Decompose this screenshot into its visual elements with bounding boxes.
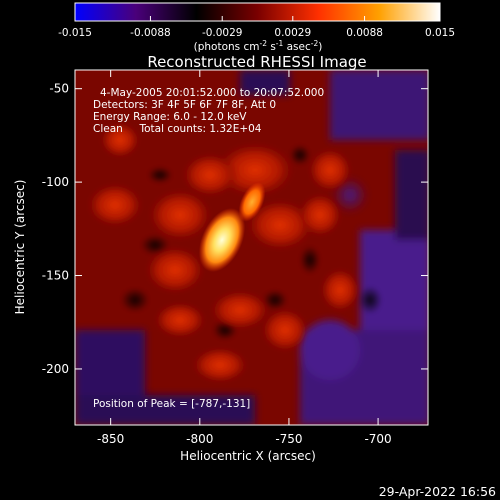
x-tick-label: -750 — [275, 432, 302, 446]
x-tick-label: -700 — [364, 432, 391, 446]
y-axis: -50 -100 -150 -200 — [42, 82, 428, 376]
x-tick-label: -800 — [186, 432, 213, 446]
annotation-time: 4-May-2005 20:01:52.000 to 20:07:52.000 — [100, 87, 324, 99]
plot-frame — [74, 69, 429, 426]
x-tick-label: -850 — [97, 432, 124, 446]
colorbar-tick-label: 0.0029 — [274, 27, 311, 39]
annotation-clean: Clean Total counts: 1.32E+04 — [93, 123, 262, 135]
peak-position-label: Position of Peak = [-787,-131] — [93, 398, 250, 410]
footer-timestamp: 29-Apr-2022 16:56 — [379, 484, 496, 499]
y-tick-label: -100 — [42, 175, 69, 189]
annotation-energy: Energy Range: 6.0 - 12.0 keV — [93, 111, 247, 123]
plot-title: Reconstructed RHESSI Image — [147, 53, 366, 71]
colorbar-tick-label: -0.0088 — [130, 27, 171, 39]
annotation-block: 4-May-2005 20:01:52.000 to 20:07:52.000 … — [93, 87, 324, 135]
colorbar-tick-label: -0.0029 — [202, 27, 243, 39]
x-axis: -850 -800 -750 -700 — [97, 70, 392, 446]
colorbar-ticks: -0.015 -0.0088 -0.0029 0.0029 0.0088 0.015 — [58, 16, 455, 39]
x-axis-label: Heliocentric X (arcsec) — [180, 449, 316, 463]
y-tick-label: -150 — [42, 269, 69, 283]
heatmap-image — [75, 70, 428, 425]
colorbar-gradient — [74, 2, 441, 22]
y-axis-label: Heliocentric Y (arcsec) — [13, 180, 27, 315]
colorbar-tick-label: -0.015 — [58, 27, 92, 39]
annotation-detectors: Detectors: 3F 4F 5F 6F 7F 8F, Att 0 — [93, 99, 276, 111]
colorbar-tick-label: 0.015 — [425, 27, 455, 39]
colorbar-tick-label: 0.0088 — [346, 27, 383, 39]
y-tick-label: -50 — [49, 82, 69, 96]
colorbar-units: (photons cm-2 s-1 asec-2) — [194, 39, 323, 53]
y-tick-label: -200 — [42, 362, 69, 376]
colorbar: -0.015 -0.0088 -0.0029 0.0029 0.0088 0.015 (p… — [58, 2, 455, 53]
